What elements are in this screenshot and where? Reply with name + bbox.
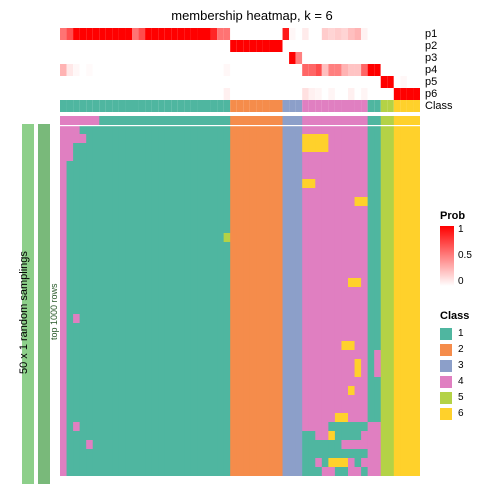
legend-class-swatch-2 <box>440 344 452 356</box>
legend-prob-tick: 0 <box>458 276 464 287</box>
legend-class-label-6: 6 <box>458 408 464 419</box>
legend-class-swatch-6 <box>440 408 452 420</box>
legend-class-swatch-3 <box>440 360 452 372</box>
legend-class-label-2: 2 <box>458 344 464 355</box>
chart-title: membership heatmap, k = 6 <box>0 8 504 23</box>
legend-prob-tick: 0.5 <box>458 250 472 261</box>
legend-prob-tick: 1 <box>458 224 464 235</box>
row-label-p6: p6 <box>425 88 437 100</box>
legend-class-swatch-4 <box>440 376 452 388</box>
legend-prob-gradient <box>440 226 454 286</box>
legend-class-label-5: 5 <box>458 392 464 403</box>
row-label-p5: p5 <box>425 76 437 88</box>
row-label-class: Class <box>425 100 453 112</box>
legend-class-swatch-1 <box>440 328 452 340</box>
row-label-p3: p3 <box>425 52 437 64</box>
row-label-p4: p4 <box>425 64 437 76</box>
row-label-p1: p1 <box>425 28 437 40</box>
legend-class-label-4: 4 <box>458 376 464 387</box>
legend-class-title: Class <box>440 310 469 322</box>
legend-prob-title: Prob <box>440 210 465 222</box>
inner-rows-label: top 1000 rows <box>49 283 59 340</box>
legend-class-label-3: 3 <box>458 360 464 371</box>
row-label-p2: p2 <box>425 40 437 52</box>
legend-class-swatch-5 <box>440 392 452 404</box>
membership-heatmap <box>60 28 420 476</box>
legend-class-label-1: 1 <box>458 328 464 339</box>
outer-samplings-label: 50 x 1 random samplings <box>18 251 30 374</box>
